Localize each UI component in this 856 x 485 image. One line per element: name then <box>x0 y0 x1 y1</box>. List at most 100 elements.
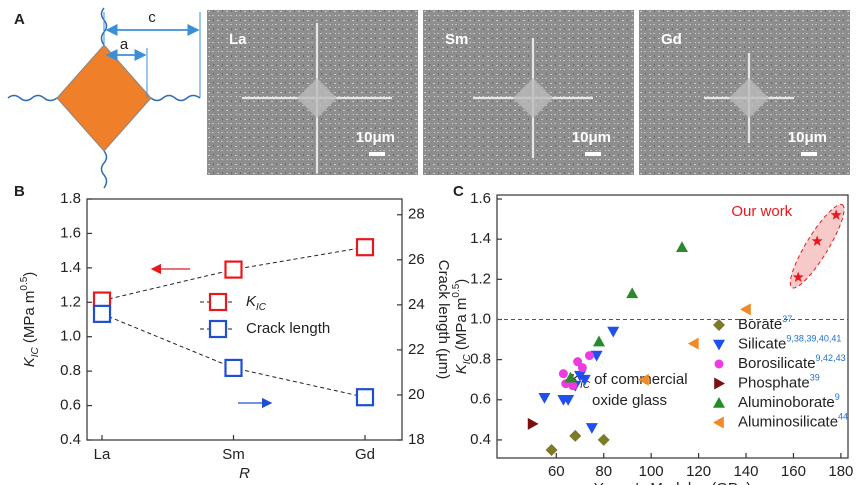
text-part: Crack length <box>246 320 330 337</box>
y-tick-label: 1.4 <box>470 230 491 247</box>
annotation: oxide glass <box>592 392 667 409</box>
y-tick-label: 1.8 <box>60 190 81 207</box>
data-point <box>578 374 591 386</box>
text-part: K <box>453 363 470 374</box>
text-part: K <box>21 356 38 367</box>
data-point <box>626 287 639 299</box>
y-tick-label: 0.4 <box>470 431 491 448</box>
text-part: Borate <box>738 316 782 333</box>
data-point <box>527 417 539 430</box>
x-axis-label: R <box>239 465 250 482</box>
x-tick-label: 120 <box>686 463 711 480</box>
y2-tick-label: 18 <box>408 431 425 448</box>
y-tick-label: 1.4 <box>60 259 81 276</box>
scale-bar-label: 10μm <box>356 129 395 146</box>
highlight-ellipse <box>789 203 845 289</box>
y-axis-label: KIC (MPa m0.5) <box>451 279 473 375</box>
label-c: c <box>148 9 156 26</box>
text-part: Aluminosilicate <box>738 413 838 430</box>
text-part: (MPa m <box>21 291 38 348</box>
data-point <box>355 238 375 257</box>
text-part: IC <box>462 354 473 365</box>
x-tick-label: Gd <box>355 446 375 463</box>
micrograph-label: Sm <box>445 31 468 48</box>
legend-label: Crack length <box>246 320 330 337</box>
y2-axis-label: Crack length (μm) <box>435 260 452 380</box>
data-point <box>792 271 804 283</box>
text-part: Phosphate <box>738 374 810 391</box>
legend-label: Borate37 <box>738 314 792 333</box>
x-tick-label: 180 <box>828 463 853 480</box>
data-point <box>573 357 583 367</box>
y-tick-label: 0.8 <box>60 362 81 379</box>
text-part: IC <box>30 347 41 358</box>
y-tick-label: 1.6 <box>470 190 491 207</box>
x-tick-label: 140 <box>734 463 759 480</box>
legend-marker <box>208 319 228 339</box>
micrograph-label: La <box>229 31 247 48</box>
data-point <box>538 392 551 404</box>
legend-ref: 44 <box>838 412 848 422</box>
data-point <box>577 363 587 373</box>
legend-ref: 9,42,43 <box>816 353 846 363</box>
legend-label: Aluminosilicate44 <box>738 412 848 431</box>
y2-tick-label: 20 <box>408 386 425 403</box>
panel-label: B <box>14 183 25 200</box>
legend-marker <box>208 292 228 312</box>
legend-label: Borosilicate9,42,43 <box>738 353 846 372</box>
y2-tick-label: 22 <box>408 341 425 358</box>
y-tick-label: 0.6 <box>60 397 81 414</box>
scale-bar <box>801 152 817 156</box>
y-axis-label: KIC (MPa m0.5) <box>19 272 41 368</box>
data-point <box>638 373 649 386</box>
indent <box>729 78 769 118</box>
plot-frame <box>86 198 403 441</box>
text-part: Borosilicate <box>738 355 816 372</box>
data-point <box>590 350 603 362</box>
scale-bar-label: 10μm <box>572 129 611 146</box>
data-point <box>355 388 375 407</box>
legend-ref: 39 <box>810 373 820 383</box>
micrograph-label: Gd <box>661 31 682 48</box>
y-tick-label: 1.0 <box>60 328 81 345</box>
data-point <box>545 443 558 456</box>
indent <box>513 78 553 118</box>
text-part: IC <box>256 302 267 313</box>
legend-marker <box>713 416 724 429</box>
data-point <box>597 433 610 446</box>
legend-marker <box>714 377 725 390</box>
text-part: (MPa m <box>453 298 470 355</box>
indent <box>297 78 337 118</box>
data-point <box>92 304 112 323</box>
data-point <box>564 371 577 383</box>
label-a: a <box>120 36 129 53</box>
data-point <box>568 381 578 391</box>
scale-bar-label: 10μm <box>788 129 827 146</box>
x-tick-label: 60 <box>548 463 565 480</box>
text-part: Aluminoborate <box>738 394 835 411</box>
y-tick-label: 0.8 <box>470 351 491 368</box>
data-point <box>830 209 842 220</box>
text-part: 0.5 <box>19 276 30 290</box>
legend-label: Silicate9,38,39,40,41 <box>738 334 841 353</box>
text-part: ) <box>453 279 470 284</box>
text-part: K <box>246 293 257 310</box>
panel-label: A <box>14 11 25 28</box>
data-point <box>558 369 568 379</box>
legend-label: Phosphate39 <box>738 373 820 392</box>
text-part: K <box>570 371 581 388</box>
data-point <box>584 351 594 361</box>
text-part: Silicate <box>738 335 786 352</box>
text-part: IC <box>580 380 591 391</box>
data-point <box>740 303 751 316</box>
y-tick-label: 0.6 <box>470 391 491 408</box>
annotation: KIC of commercial <box>570 371 688 391</box>
data-point <box>562 394 575 406</box>
data-point <box>224 358 243 378</box>
legend-ref: 9,38,39,40,41 <box>786 334 841 344</box>
legend-marker <box>713 339 725 351</box>
data-point <box>675 241 688 252</box>
data-point <box>224 260 243 279</box>
x-tick-label: 80 <box>595 463 612 480</box>
